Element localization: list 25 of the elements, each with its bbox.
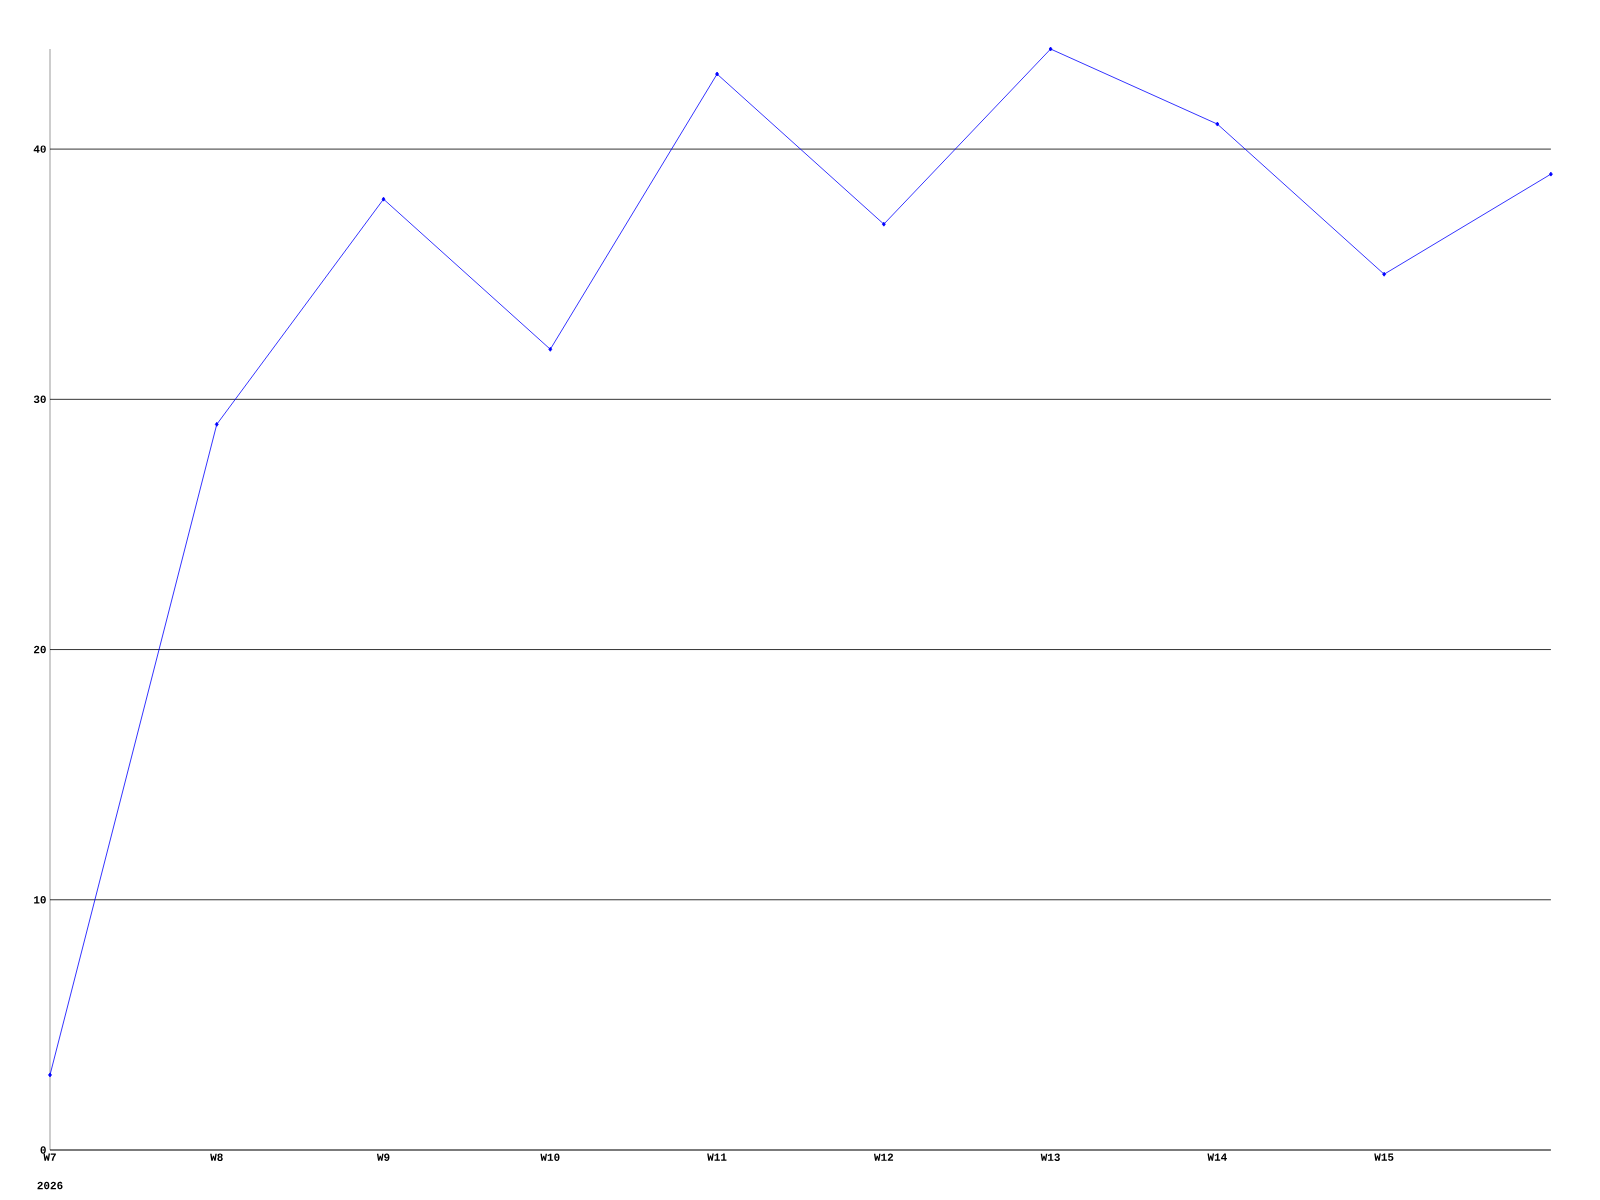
x-tick-label: W13 [1040, 1153, 1060, 1161]
x-tick-label: W10 [540, 1153, 560, 1161]
point [1549, 171, 1553, 177]
point [548, 346, 553, 352]
y-tick-label: 10 [34, 896, 46, 904]
point [381, 196, 386, 202]
x-tick-label: W8 [210, 1153, 223, 1161]
point [214, 421, 219, 427]
y-tick-label: 0 [40, 1146, 46, 1154]
point [881, 221, 886, 227]
point [48, 1072, 52, 1078]
y-tick-label: 30 [33, 395, 46, 404]
y-tick-label: 20 [33, 645, 46, 654]
x-tick-label: W9 [376, 1153, 390, 1161]
x-tick-label: W11 [707, 1153, 727, 1161]
text: 2026 [37, 1181, 63, 1190]
x-tick-label: W7 [43, 1153, 56, 1161]
point [1382, 271, 1387, 277]
x-tick-label: W15 [1374, 1153, 1394, 1161]
point [1048, 46, 1053, 52]
point [1215, 121, 1220, 127]
x-tick-label: W14 [1207, 1153, 1227, 1161]
point [715, 71, 719, 77]
x-tick-label: W12 [873, 1153, 894, 1161]
y-tick-label: 40 [33, 145, 46, 153]
